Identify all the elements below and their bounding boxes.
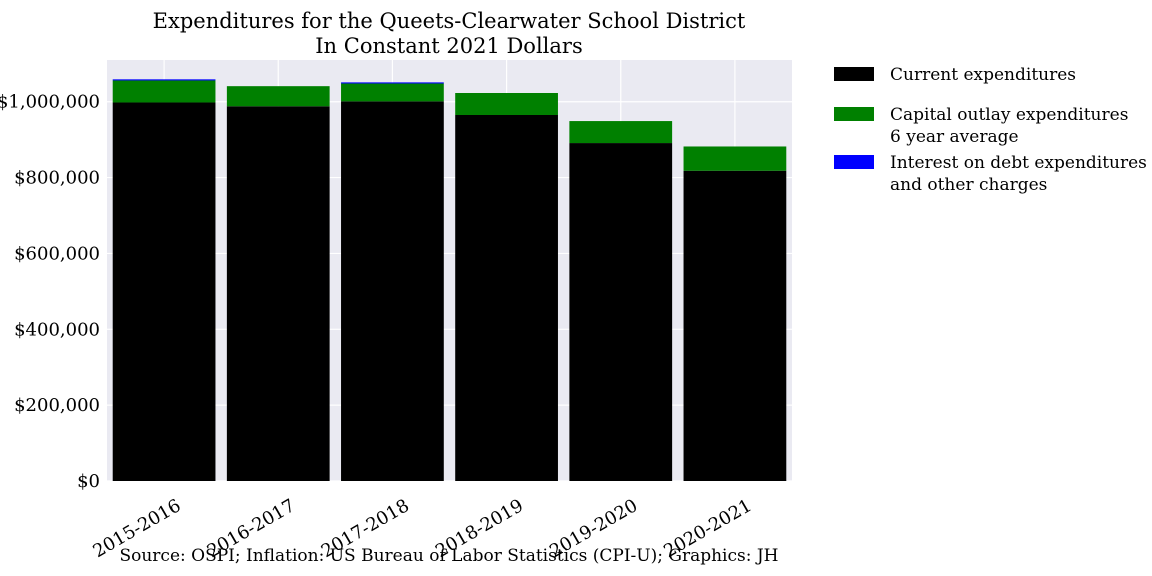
bar-segment-current-2020-2021 — [683, 170, 787, 481]
y-tick-label: $600,000 — [14, 243, 100, 264]
bar-segment-current-2018-2019 — [455, 114, 558, 482]
bar-segment-current-2017-2018 — [341, 101, 444, 482]
bar-segment-capital-2017-2018 — [341, 83, 444, 102]
legend-label: Interest on debt expenditures — [890, 153, 1147, 173]
legend-label: Current expenditures — [890, 65, 1076, 85]
legend-label: Capital outlay expenditures — [890, 105, 1128, 125]
legend-label: 6 year average — [890, 127, 1019, 147]
chart-subtitle: In Constant 2021 Dollars — [315, 34, 582, 58]
y-tick-label: $0 — [77, 471, 100, 492]
legend-label: and other charges — [890, 175, 1047, 195]
bar-segment-current-2015-2016 — [112, 102, 216, 481]
y-tick-label: $1,000,000 — [0, 92, 100, 113]
bar-segment-capital-2018-2019 — [455, 92, 558, 115]
y-tick-label: $200,000 — [14, 395, 100, 416]
bar-segment-interest-2015-2016 — [112, 79, 216, 81]
bar-segment-capital-2015-2016 — [112, 80, 216, 103]
bar-segment-current-2016-2017 — [226, 106, 330, 482]
bar-segment-interest-2017-2018 — [341, 82, 444, 84]
plot-area — [107, 60, 792, 481]
legend-swatch — [834, 155, 874, 169]
source-note: Source: OSPI; Inflation: US Bureau of La… — [119, 546, 778, 566]
bar-segment-capital-2019-2020 — [569, 121, 673, 144]
y-axis-ticks: $0 $200,000 $400,000 $600,000 $800,000 $1,000… — [0, 92, 100, 492]
bars — [112, 79, 787, 482]
bar-segment-capital-2016-2017 — [226, 86, 330, 107]
y-tick-label: $800,000 — [14, 168, 100, 189]
legend-swatch — [834, 67, 874, 81]
bar-segment-capital-2020-2021 — [683, 146, 787, 171]
chart-title: Expenditures for the Queets-Clearwater S… — [153, 9, 746, 33]
legend-swatch — [834, 107, 874, 121]
y-tick-label: $400,000 — [14, 319, 100, 340]
bar-segment-current-2019-2020 — [569, 143, 673, 481]
legend: Current expenditures Capital outlay expen… — [834, 65, 1147, 195]
